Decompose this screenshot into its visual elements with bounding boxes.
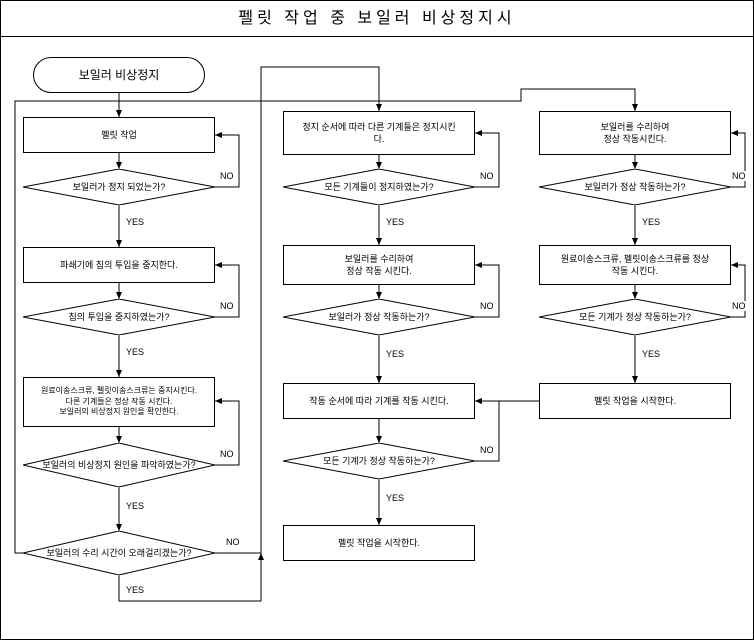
edge-label-yes: YES: [385, 493, 405, 503]
node-c3_p1: 보일러를 수리하여 정상 작동시킨다.: [539, 111, 731, 155]
node-c2_p4: 펠릿 작업을 시작한다.: [283, 525, 475, 561]
edge-label-no: NO: [479, 301, 495, 311]
edge-label-no: NO: [219, 301, 235, 311]
edge-label-yes: YES: [125, 217, 145, 227]
edge-label-yes: YES: [125, 585, 145, 595]
node-c1_p1: 펠릿 작업: [23, 117, 215, 153]
node-c2_d1: 모든 기계들이 정지하였는가?: [283, 169, 475, 205]
node-c1_d1: 보일러가 정지 되었는가?: [23, 169, 215, 205]
node-c2_p1: 정지 순서에 따라 다른 기계들은 정지시킨 다.: [283, 111, 475, 155]
edge-label-yes: YES: [125, 501, 145, 511]
edge-label-yes: YES: [385, 349, 405, 359]
node-c1_d4: 보일러의 수리 시간이 오래걸리겠는가?: [23, 531, 215, 575]
page-title: 펠릿 작업 중 보일러 비상정지시: [1, 1, 753, 37]
edge-label-no: NO: [731, 301, 747, 311]
node-c2_d2: 보일러가 정상 작동하는가?: [283, 299, 475, 335]
edge-label-no: NO: [219, 449, 235, 459]
edge-label-no: NO: [731, 171, 747, 181]
edge-label-yes: YES: [641, 349, 661, 359]
edge-label-no: NO: [225, 537, 241, 547]
edge-label-no: NO: [479, 171, 495, 181]
edge-label-no: NO: [479, 445, 495, 455]
edge-label-yes: YES: [641, 217, 661, 227]
edge-label-yes: YES: [385, 217, 405, 227]
node-c3_d2: 모든 기계가 정상 작동하는가?: [539, 299, 731, 335]
node-c3_d1: 보일러가 정상 작동하는가?: [539, 169, 731, 205]
node-c3_p2: 원료이송스크류, 펠릿이송스크류를 정상 작동 시킨다.: [539, 245, 731, 285]
node-c2_d3: 모든 기계가 정상 작동하는가?: [283, 443, 475, 479]
node-c2_p2: 보일러를 수리하여 정상 작동 시킨다.: [283, 245, 475, 285]
node-c1_p2: 파쇄기에 칩의 투입을 중지한다.: [23, 247, 215, 283]
node-start: 보일러 비상정지: [33, 57, 205, 93]
flowchart-canvas: 펠릿 작업 중 보일러 비상정지시 보일러 비상정지펠릿 작업보일러가 정지 되…: [0, 0, 754, 640]
node-c2_p3: 작동 순서에 따라 기계를 작동 시킨다.: [283, 383, 475, 419]
edge-label-yes: YES: [125, 347, 145, 357]
node-c1_d3: 보일러의 비상정지 원인을 파악하였는가?: [23, 443, 215, 487]
node-c3_p3: 펠릿 작업을 시작한다.: [539, 383, 731, 419]
node-c1_p3: 원료이송스크류, 펠릿이송스크류는 중지시킨다. 다른 기계들은 정상 작동 시…: [23, 377, 215, 427]
edge-label-no: NO: [219, 171, 235, 181]
node-c1_d2: 칩의 투입을 중지하였는가?: [23, 299, 215, 335]
